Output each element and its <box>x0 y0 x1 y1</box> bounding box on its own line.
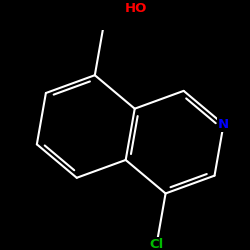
Text: HO: HO <box>124 2 147 15</box>
Text: O: O <box>63 0 74 1</box>
Text: N: N <box>218 118 229 131</box>
Text: Cl: Cl <box>150 238 164 250</box>
